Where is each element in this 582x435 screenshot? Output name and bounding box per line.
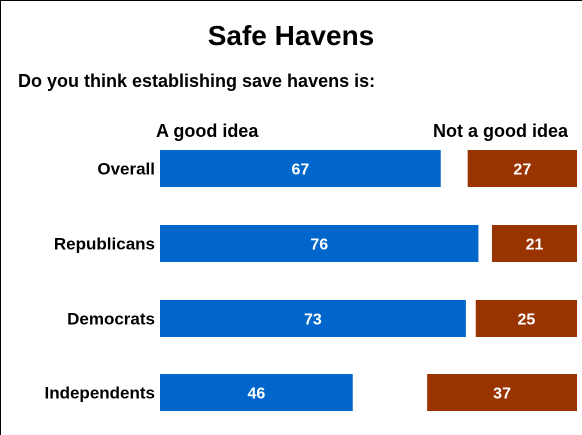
bar-good-republicans bbox=[160, 225, 479, 262]
bar-bad-overall bbox=[467, 150, 577, 187]
chart-title: Safe Havens bbox=[207, 20, 375, 51]
category-label-overall: Overall bbox=[97, 160, 155, 179]
value-bad-republicans: 21 bbox=[526, 237, 544, 254]
value-good-independents: 46 bbox=[247, 386, 265, 403]
bar-bad-republicans bbox=[491, 225, 577, 262]
bar-good-democrats bbox=[160, 300, 466, 337]
value-good-democrats: 73 bbox=[304, 312, 322, 329]
value-bad-independents: 37 bbox=[493, 386, 511, 403]
bar-good-independents bbox=[160, 374, 353, 411]
category-label-democrats: Democrats bbox=[67, 310, 155, 329]
value-bad-overall: 27 bbox=[513, 162, 531, 179]
category-label-independents: Independents bbox=[44, 384, 155, 403]
legend-not-good-idea: Not a good idea bbox=[433, 121, 568, 141]
bar-good-overall bbox=[160, 150, 441, 187]
chart-subtitle: Do you think establishing save havens is… bbox=[18, 71, 376, 91]
value-bad-democrats: 25 bbox=[517, 312, 535, 329]
value-good-republicans: 76 bbox=[310, 237, 328, 254]
legend-good-idea: A good idea bbox=[156, 121, 259, 141]
value-good-overall: 67 bbox=[291, 162, 309, 179]
bar-bad-democrats bbox=[475, 300, 577, 337]
category-label-republicans: Republicans bbox=[54, 235, 155, 254]
bar-bad-independents bbox=[427, 374, 577, 411]
